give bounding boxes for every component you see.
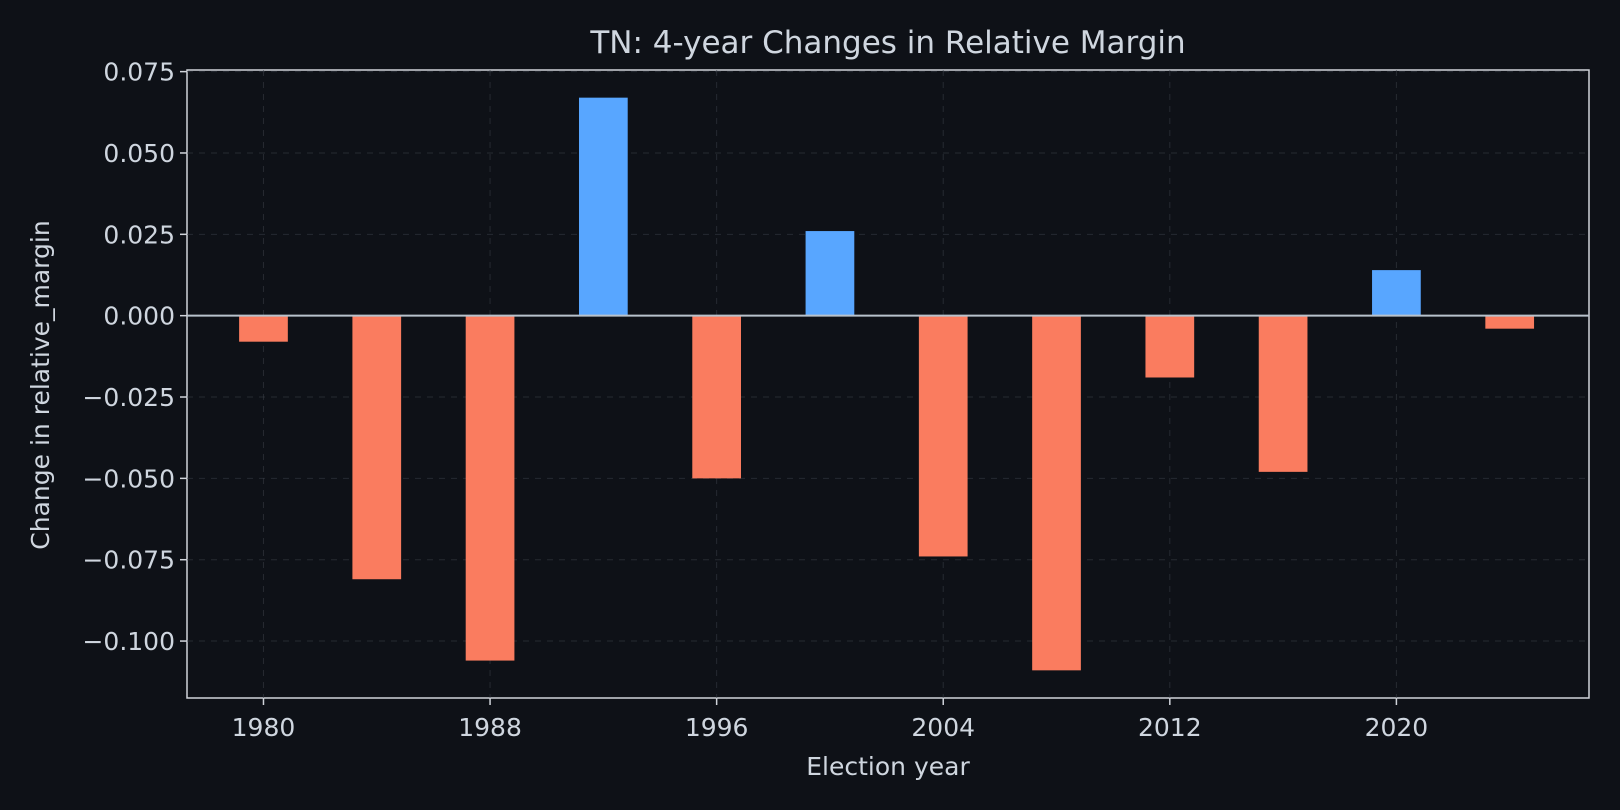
bar-1984	[352, 315, 402, 580]
y-tick-label: 0.075	[103, 58, 175, 87]
y-tick-label: −0.100	[82, 627, 175, 656]
bars-layer	[239, 97, 1535, 671]
x-tick-label: 2012	[1138, 713, 1202, 742]
bar-2004	[918, 315, 968, 557]
y-tick-label: 0.000	[103, 302, 175, 331]
chart-title: TN: 4-year Changes in Relative Margin	[589, 25, 1185, 61]
x-tick-label: 2020	[1365, 713, 1429, 742]
bar-1988	[465, 315, 515, 661]
x-axis-label: Election year	[806, 752, 970, 781]
plot-frame	[186, 69, 1590, 699]
x-tick-label: 2004	[911, 713, 975, 742]
y-tick-label: −0.050	[82, 464, 175, 493]
x-tick-label: 1996	[685, 713, 749, 742]
x-tick-label: 1988	[458, 713, 522, 742]
y-tick-label: 0.025	[103, 220, 175, 249]
bar-2024	[1485, 315, 1535, 329]
bar-2020	[1372, 270, 1421, 316]
bar-2008	[1032, 315, 1081, 671]
bar-2016	[1258, 315, 1308, 472]
bar-1996	[692, 315, 742, 479]
bar-2012	[1145, 315, 1195, 378]
bar-1980	[239, 315, 288, 342]
y-tick-label: −0.025	[82, 383, 175, 412]
bar-2000	[805, 231, 855, 316]
y-tick-label: −0.075	[82, 546, 175, 575]
bar-1992	[578, 97, 628, 316]
ticks-layer: 0.075 0.050 0.025 0.000 −0.025 −0.050 −0.075 −0…	[82, 58, 1428, 742]
x-tick-label: 1980	[232, 713, 296, 742]
y-tick-label: 0.050	[103, 139, 175, 168]
y-axis-label: Change in relative_margin	[26, 220, 55, 549]
